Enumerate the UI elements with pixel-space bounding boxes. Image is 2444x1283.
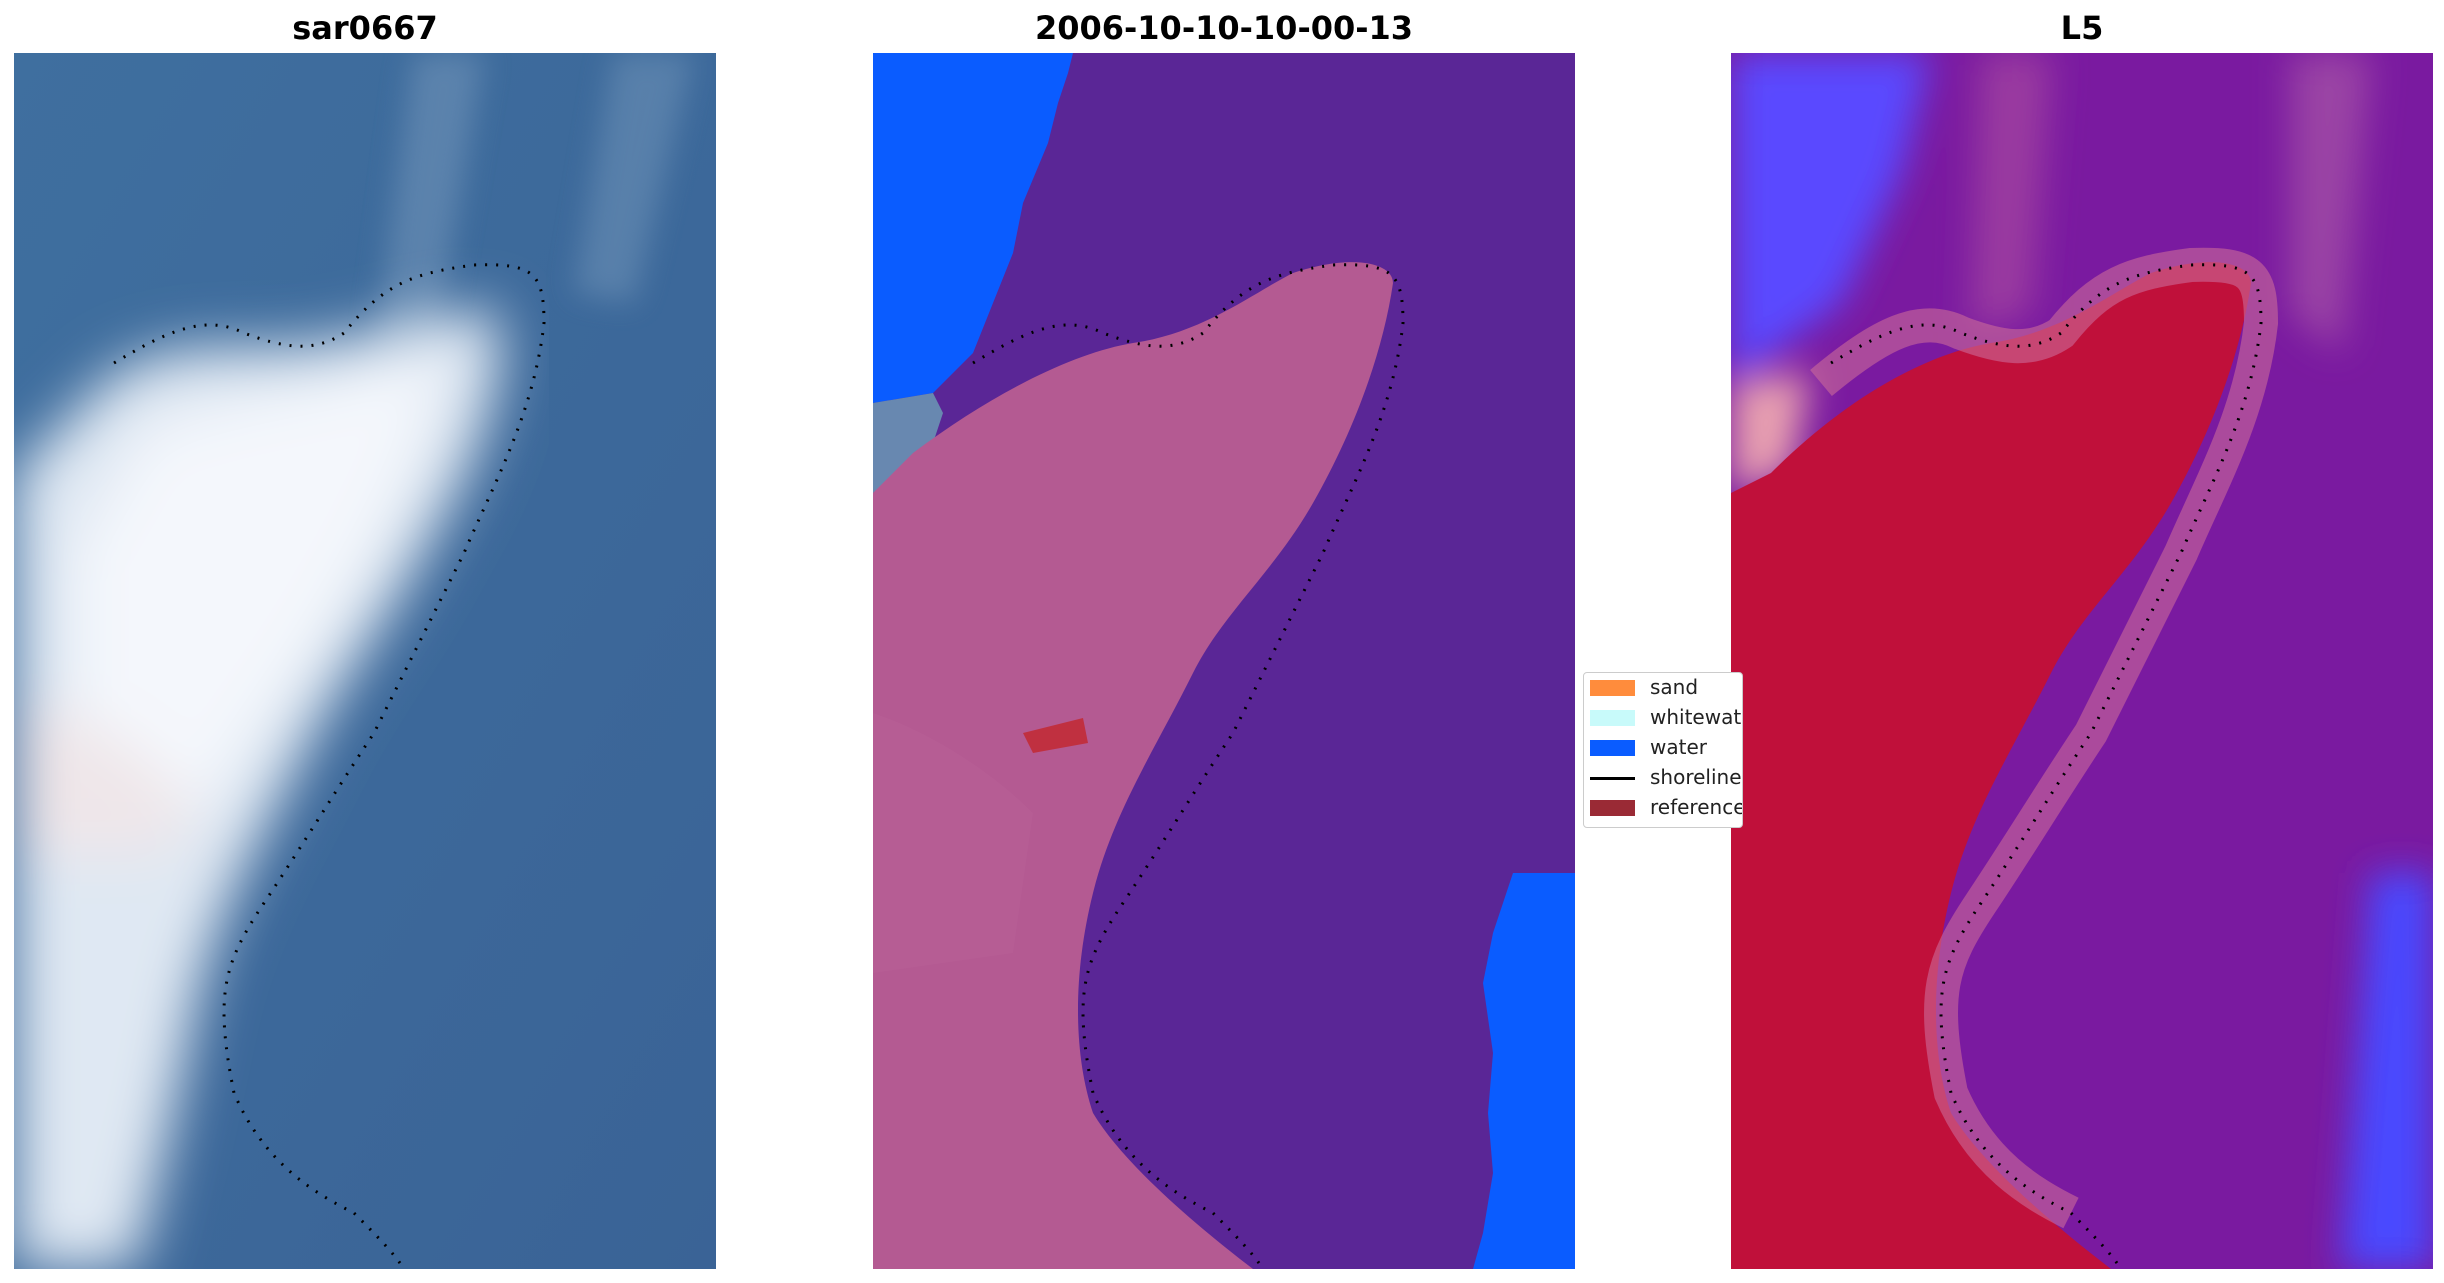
classified-image-panel: [873, 53, 1575, 1269]
legend-item-reference: reference shoreline: [1584, 793, 1743, 821]
reference-shoreline-patch: [1023, 718, 1088, 753]
index-image-panel: [1731, 53, 2433, 1269]
legend-item-water: water: [1584, 733, 1742, 761]
water-swatch: [1590, 740, 1635, 756]
reference-swatch: [1590, 800, 1635, 816]
legend-label-water: water: [1650, 735, 1707, 759]
legend-item-whitewater: whitewater: [1584, 703, 1742, 731]
legend-item-sand: sand: [1584, 673, 1742, 701]
shoreline-line-swatch: [1590, 777, 1635, 780]
legend-label-reference: reference shoreline: [1650, 795, 1743, 819]
sand-swatch: [1590, 680, 1635, 696]
rgb-image: [14, 53, 716, 1269]
classified-image: [873, 53, 1575, 1269]
rgb-image-panel: [14, 53, 716, 1269]
panel-title-classified: 2006-10-10-10-00-13: [1034, 9, 1414, 47]
whitewater-swatch: [1590, 710, 1635, 726]
legend: sand whitewater water shoreline referenc…: [1583, 672, 1743, 828]
panel-edge: [1731, 672, 1751, 832]
index-image: [1731, 53, 2433, 1269]
legend-label-whitewater: whitewater: [1650, 705, 1742, 729]
panel-title-rgb: sar0667: [292, 9, 438, 47]
legend-label-shoreline: shoreline: [1650, 765, 1742, 789]
panel-title-index: L5: [2060, 9, 2104, 47]
legend-label-sand: sand: [1650, 675, 1699, 699]
legend-item-shoreline: shoreline: [1584, 763, 1742, 791]
